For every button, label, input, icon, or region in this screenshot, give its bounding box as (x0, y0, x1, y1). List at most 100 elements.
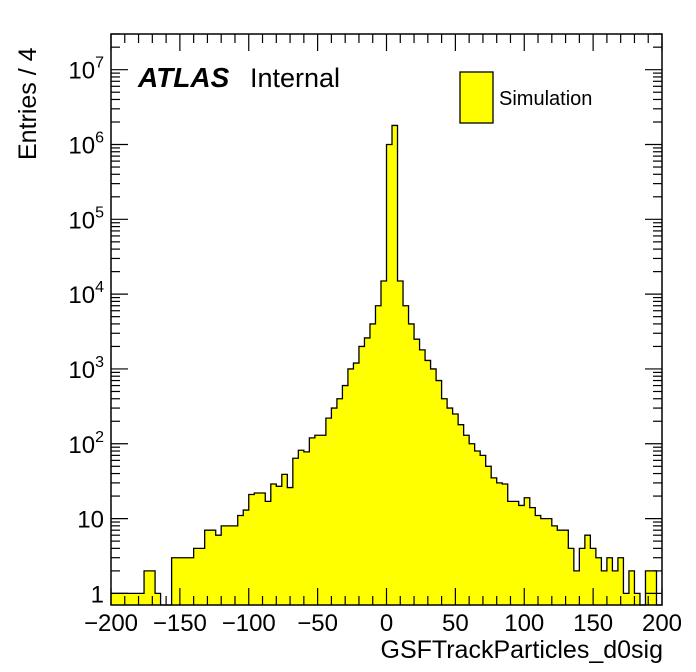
x-tick-label: 200 (642, 610, 682, 637)
histogram-bin (369, 323, 376, 605)
x-tick-label: −200 (84, 610, 138, 637)
histogram-bin (590, 548, 597, 605)
histogram-bin (375, 305, 382, 605)
histogram-bin (480, 455, 487, 605)
histogram-bin (403, 305, 409, 605)
histogram-bin (182, 557, 189, 605)
histogram-bin (573, 570, 580, 605)
histogram-bin (259, 492, 266, 605)
histogram-bin (380, 280, 387, 605)
histogram-bin (397, 280, 404, 605)
histogram-bin (601, 570, 608, 605)
histogram-bin (138, 593, 145, 605)
histogram-bin (155, 593, 161, 605)
histogram-bin (281, 474, 288, 605)
histogram-bin (617, 557, 624, 605)
histogram-bin (579, 548, 586, 605)
histogram-bin (612, 570, 619, 605)
histogram-bin (292, 458, 299, 605)
histogram-bin (392, 125, 398, 605)
histogram-outline (111, 124, 662, 606)
histogram-bin (265, 501, 272, 605)
histogram-bin (474, 451, 481, 605)
histogram-bin (314, 435, 321, 605)
histogram-bin (364, 337, 371, 605)
y-tick-label: 10 (77, 507, 104, 534)
x-tick-label: −50 (297, 610, 338, 637)
histogram-bin (441, 398, 448, 605)
histogram-bin (485, 466, 492, 605)
y-tick-labels: 1 10 102 103 104 105 106 107 (68, 55, 104, 609)
histogram-bin (149, 570, 156, 605)
histogram-bin (623, 593, 630, 605)
x-tick-label: 0 (380, 610, 393, 637)
histogram-bin (562, 530, 569, 605)
histogram-bin (276, 486, 283, 605)
histogram-bin (331, 408, 338, 605)
histogram-bin (133, 593, 139, 605)
histogram-bin (237, 515, 244, 605)
histogram-bin (116, 593, 123, 605)
histogram-bin (551, 525, 558, 605)
histogram-bin (232, 525, 239, 605)
y-tick-label: 107 (68, 55, 104, 85)
histogram-bin (507, 501, 514, 605)
legend: Simulation (459, 71, 592, 124)
x-tick-label: 50 (442, 610, 469, 637)
histogram-bin (358, 346, 365, 605)
histogram-bin (513, 501, 520, 605)
y-tick-label: 106 (68, 130, 104, 160)
histogram-bin (502, 483, 509, 605)
histogram-bin (436, 380, 442, 605)
legend-swatch (459, 71, 494, 124)
histogram-bin (408, 323, 415, 605)
histogram-bin (199, 548, 206, 605)
histogram-bin (111, 593, 117, 605)
atlas-label: ATLAS (137, 62, 230, 93)
histogram-bin (193, 548, 200, 605)
y-tick-label: 103 (68, 354, 104, 384)
histogram-bin (452, 414, 459, 605)
histogram-bin (243, 510, 250, 605)
histogram-bin (386, 144, 393, 605)
y-tick-label: 102 (68, 429, 104, 459)
histogram-bin (336, 398, 343, 605)
histogram-bin (518, 505, 525, 605)
histogram-bin (204, 530, 211, 605)
histogram-bin (557, 530, 564, 605)
y-tick-label: 104 (68, 279, 104, 309)
histogram-bin (171, 557, 178, 605)
histogram-bin (535, 515, 542, 605)
histogram-bin (546, 518, 553, 605)
histogram-bin (491, 477, 498, 605)
histogram-bin (309, 437, 316, 605)
histogram-bin (463, 435, 470, 605)
histogram-bin (650, 570, 657, 605)
histogram-bin (221, 525, 228, 605)
x-tick-label: −150 (153, 610, 207, 637)
histogram-bin (529, 507, 536, 605)
y-tick-label: 1 (91, 581, 104, 608)
histogram-bin (606, 557, 613, 605)
histogram-bin (303, 451, 310, 605)
histogram-bin (226, 525, 233, 605)
histogram-bin (347, 368, 354, 605)
histogram-bin (414, 339, 420, 605)
histogram-bin (584, 535, 591, 605)
legend-label: Simulation (499, 88, 592, 110)
x-tick-labels: −200 −150 −100 −50 0 50 100 150 200 (84, 610, 682, 637)
histogram-bin (188, 557, 195, 605)
histogram-bin (496, 482, 503, 605)
histogram-bin (645, 570, 652, 605)
histogram-bin (524, 497, 531, 605)
histogram-bin (430, 368, 437, 605)
histogram-bin (298, 450, 305, 605)
histogram-bin (419, 349, 426, 605)
status-label: Internal (250, 63, 340, 93)
histogram-bin (342, 385, 349, 605)
histogram-bars (111, 125, 657, 605)
histogram-bin (634, 593, 641, 605)
histogram-bin (144, 570, 150, 605)
x-axis-title: GSFTrackParticles_d0sig (381, 636, 664, 664)
x-tick-label: −100 (222, 610, 276, 637)
